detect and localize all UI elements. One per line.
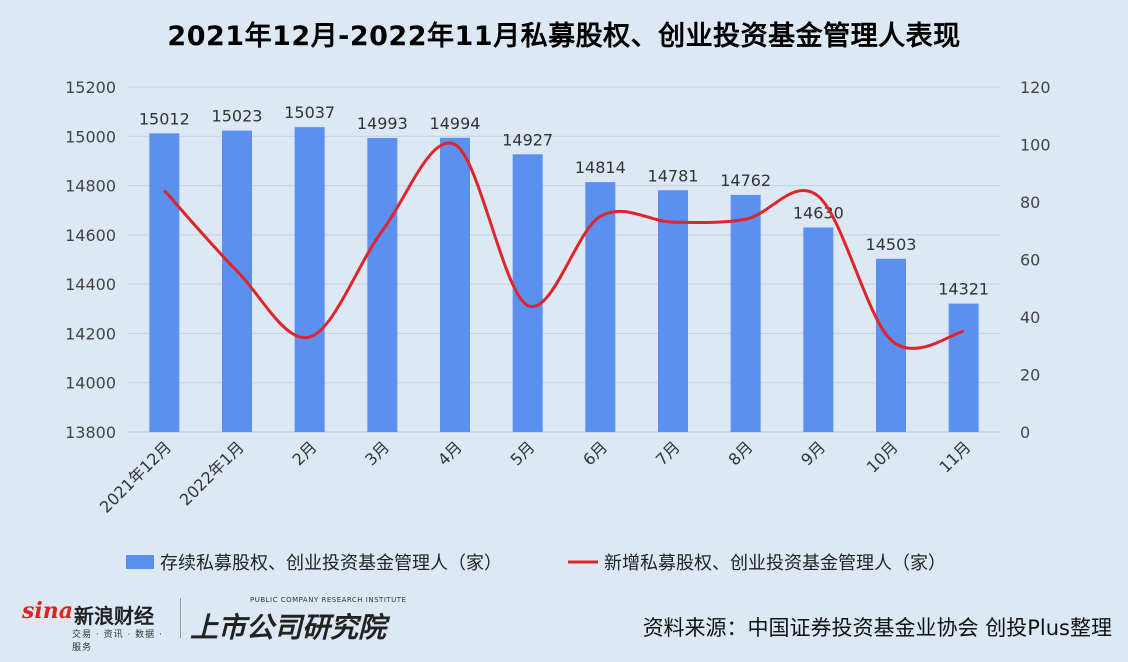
y-left-tick-label: 15200	[65, 78, 116, 97]
x-tick-label: 7月	[652, 437, 684, 469]
bar	[367, 138, 398, 432]
institute-en-text: PUBLIC COMPANY RESEARCH INSTITUTE	[250, 596, 407, 604]
y-left-tick-label: 14800	[65, 177, 116, 196]
y-left-tick-label: 15000	[65, 127, 116, 146]
line-series	[163, 141, 965, 350]
x-tick-label: 3月	[361, 437, 393, 469]
bar	[440, 137, 470, 432]
x-tick-label: 4月	[434, 437, 466, 469]
sina-finance-logo: sina 新浪财经 交易 · 资讯 · 数据 · 服务	[22, 598, 172, 653]
y-right-tick-label: 60	[1020, 251, 1040, 270]
bar-value-label: 15023	[212, 107, 263, 126]
y-right-tick-label: 0	[1020, 423, 1030, 442]
x-tick-label: 9月	[797, 437, 829, 469]
bar-value-label: 14927	[502, 130, 553, 149]
x-tick-label: 2022年1月	[176, 437, 248, 509]
x-tick-label: 2月	[289, 437, 321, 469]
line-point	[962, 330, 965, 333]
y-left-tick-label: 14600	[65, 226, 116, 245]
line-point	[890, 339, 893, 342]
bar-value-label: 14630	[793, 203, 844, 222]
x-tick-label: 11月	[935, 437, 974, 476]
bar-value-label: 14814	[575, 158, 626, 177]
x-tick-label: 2021年12月	[96, 437, 175, 516]
y-left-tick-label: 14200	[65, 324, 116, 343]
x-tick-label: 5月	[507, 437, 539, 469]
chart-title: 2021年12月-2022年11月私募股权、创业投资基金管理人表现	[167, 21, 961, 52]
bar-value-label: 15037	[284, 103, 335, 122]
research-institute-logo: PUBLIC COMPANY RESEARCH INSTITUTE 上市公司研究…	[190, 596, 406, 644]
bar	[658, 190, 688, 432]
line-point	[236, 270, 239, 273]
bar-value-label: 14781	[648, 166, 699, 185]
bar	[149, 133, 180, 433]
y-right-tick-label: 20	[1020, 366, 1040, 385]
line-point	[817, 195, 820, 198]
institute-cn-text: 上市公司研究院	[190, 611, 387, 644]
y-right-tick-label: 80	[1020, 193, 1040, 212]
bar-value-label: 14321	[938, 280, 989, 299]
y-right-tick-label: 120	[1020, 78, 1051, 97]
bar-value-label: 14993	[357, 114, 408, 133]
legend-line-label: 新增私募股权、创业投资基金管理人（家）	[604, 553, 946, 574]
logo-divider	[180, 598, 181, 638]
bar-value-label: 14994	[430, 114, 481, 133]
bar	[585, 182, 616, 432]
y-right-tick-label: 40	[1020, 308, 1040, 327]
line-point	[744, 218, 747, 221]
line-point	[526, 304, 529, 307]
bar	[730, 194, 761, 432]
y-left-tick-label: 13800	[65, 423, 116, 442]
bar-value-label: 14762	[720, 171, 771, 190]
line-point	[454, 143, 457, 146]
bar-value-label: 15012	[139, 109, 190, 128]
y-right-tick-label: 100	[1020, 136, 1051, 155]
bar	[294, 127, 325, 433]
y-left-tick-label: 14000	[65, 374, 116, 393]
line-point	[381, 229, 384, 232]
bar	[803, 227, 834, 432]
combo-chart: 13800 14000 14200 14400 14600 14800 15000 15200…	[65, 78, 1051, 574]
sina-sub-text: 交易 · 资讯 · 数据 · 服务	[72, 630, 163, 653]
x-tick-label: 6月	[579, 437, 611, 469]
line-point	[163, 189, 166, 192]
line-point	[672, 221, 675, 224]
bar-value-label: 14503	[866, 235, 917, 254]
line-point	[599, 215, 602, 218]
x-tick-label: 8月	[725, 437, 757, 469]
line-point	[308, 336, 311, 339]
bar	[948, 303, 979, 432]
x-tick-label: 10月	[863, 437, 902, 476]
sina-name-text: 新浪财经	[74, 604, 154, 628]
source-note: 资料来源：中国证券投资基金业协会 创投Plus整理	[642, 616, 1112, 640]
legend-bar-label: 存续私募股权、创业投资基金管理人（家）	[160, 553, 502, 574]
sina-brand-text: sina	[22, 598, 73, 624]
y-left-tick-label: 14400	[65, 275, 116, 294]
legend-bar-swatch	[126, 555, 154, 569]
